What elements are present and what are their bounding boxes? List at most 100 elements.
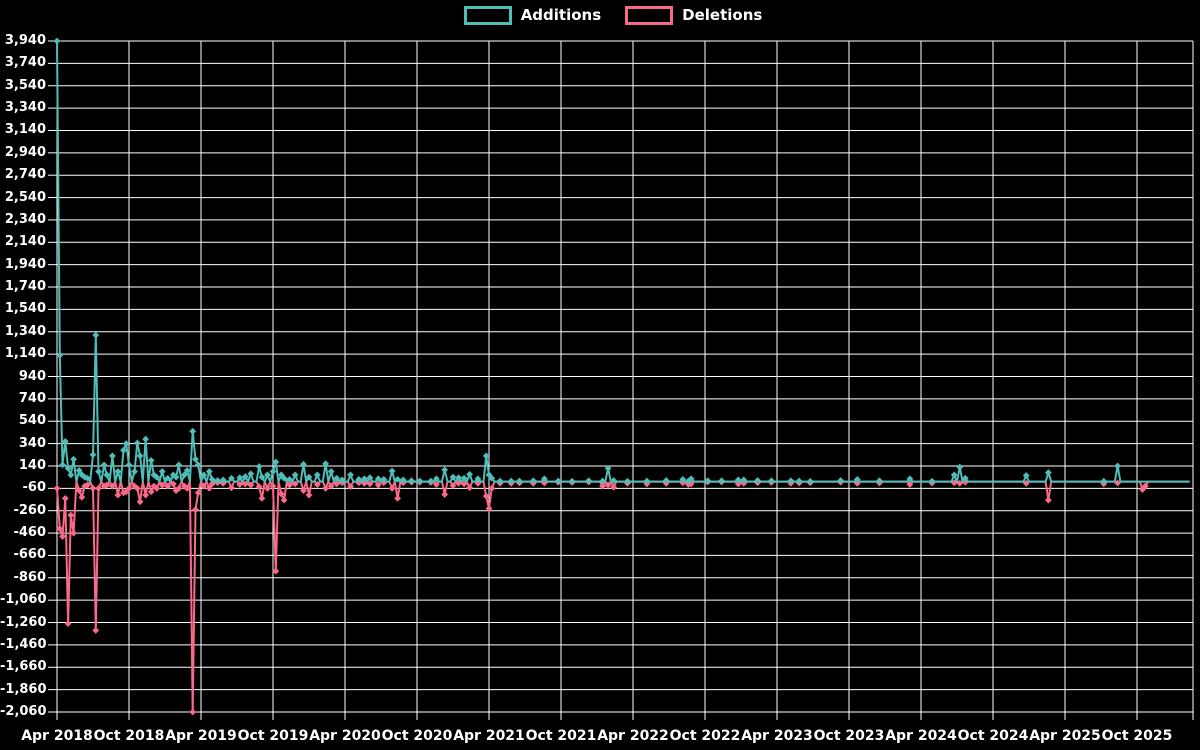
additions-point-marker[interactable] <box>956 463 964 471</box>
additions-point-marker[interactable] <box>540 475 548 483</box>
additions-point-marker[interactable] <box>300 460 307 468</box>
additions-point-marker[interactable] <box>837 477 845 484</box>
deletions-point-marker[interactable] <box>264 484 271 492</box>
deletions-point-marker[interactable] <box>136 498 144 506</box>
additions-point-marker[interactable] <box>380 475 388 483</box>
additions-point-marker[interactable] <box>214 477 222 484</box>
deletions-point-marker[interactable] <box>125 484 133 492</box>
additions-point-marker[interactable] <box>961 474 969 482</box>
deletions-point-marker[interactable] <box>280 496 288 504</box>
deletions-point-marker[interactable] <box>269 482 277 490</box>
additions-point-marker[interactable] <box>388 467 396 475</box>
deletions-point-marker[interactable] <box>333 480 341 488</box>
additions-point-marker[interactable] <box>228 474 235 482</box>
additions-point-marker[interactable] <box>269 468 277 475</box>
additions-point-marker[interactable] <box>272 458 280 466</box>
additions-point-marker[interactable] <box>333 474 341 482</box>
deletions-point-marker[interactable] <box>313 481 321 488</box>
additions-point-marker[interactable] <box>114 468 122 475</box>
additions-point-marker[interactable] <box>153 473 161 481</box>
deletions-point-marker[interactable] <box>164 482 172 490</box>
deletions-point-marker[interactable] <box>92 626 100 634</box>
additions-point-marker[interactable] <box>1022 472 1030 479</box>
additions-point-marker[interactable] <box>192 455 199 463</box>
additions-point-marker[interactable] <box>604 464 612 472</box>
additions-point-marker[interactable] <box>427 477 435 485</box>
additions-point-marker[interactable] <box>718 477 726 485</box>
deletions-point-marker[interactable] <box>394 494 402 502</box>
deletions-point-marker[interactable] <box>172 487 180 494</box>
deletions-point-marker[interactable] <box>1141 482 1149 490</box>
deletions-point-marker[interactable] <box>1139 486 1146 493</box>
deletions-point-marker[interactable] <box>272 567 280 575</box>
additions-point-marker[interactable] <box>78 471 86 479</box>
additions-point-marker[interactable] <box>247 470 255 478</box>
deletions-point-marker[interactable] <box>241 480 249 488</box>
additions-point-marker[interactable] <box>568 477 576 485</box>
deletions-point-marker[interactable] <box>64 620 72 628</box>
additions-point-marker[interactable] <box>59 461 66 469</box>
additions-point-marker[interactable] <box>92 331 100 339</box>
deletions-point-marker[interactable] <box>734 480 742 488</box>
additions-point-marker[interactable] <box>347 471 354 479</box>
deletions-line[interactable] <box>56 480 1190 713</box>
deletions-point-marker[interactable] <box>1044 496 1052 504</box>
deletions-point-marker[interactable] <box>56 525 64 532</box>
additions-point-marker[interactable] <box>286 475 294 483</box>
additions-point-marker[interactable] <box>56 351 64 359</box>
additions-line[interactable] <box>56 40 1190 483</box>
additions-point-marker[interactable] <box>131 468 138 475</box>
additions-point-marker[interactable] <box>687 475 695 483</box>
additions-point-marker[interactable] <box>189 427 197 435</box>
additions-point-marker[interactable] <box>100 461 108 469</box>
additions-point-marker[interactable] <box>366 474 374 482</box>
additions-point-marker[interactable] <box>322 460 330 468</box>
additions-point-marker[interactable] <box>507 477 515 485</box>
additions-point-marker[interactable] <box>408 477 415 485</box>
additions-point-marker[interactable] <box>200 471 208 479</box>
deletions-point-marker[interactable] <box>255 483 263 491</box>
additions-point-marker[interactable] <box>84 474 91 482</box>
deletions-point-marker[interactable] <box>374 481 382 489</box>
additions-point-marker[interactable] <box>853 475 861 483</box>
deletions-point-marker[interactable] <box>610 483 618 491</box>
additions-point-marker[interactable] <box>180 471 188 479</box>
deletions-point-marker[interactable] <box>300 487 307 494</box>
deletions-point-marker[interactable] <box>75 487 83 494</box>
deletions-point-marker[interactable] <box>142 491 150 499</box>
additions-point-marker[interactable] <box>460 474 468 482</box>
additions-point-marker[interactable] <box>928 477 936 485</box>
deletions-point-marker[interactable] <box>466 484 474 492</box>
additions-point-marker[interactable] <box>485 471 493 479</box>
deletions-point-marker[interactable] <box>449 482 457 489</box>
deletions-point-marker[interactable] <box>347 483 354 491</box>
deletions-point-marker[interactable] <box>147 488 155 496</box>
deletions-point-marker[interactable] <box>488 484 496 492</box>
deletions-point-marker[interactable] <box>59 533 66 540</box>
deletions-point-marker[interactable] <box>258 494 266 502</box>
additions-point-marker[interactable] <box>241 473 249 480</box>
deletions-point-marker[interactable] <box>277 490 285 498</box>
additions-point-marker[interactable] <box>255 463 263 470</box>
additions-point-marker[interactable] <box>360 475 368 483</box>
additions-point-marker[interactable] <box>67 471 75 479</box>
deletions-point-marker[interactable] <box>286 481 294 489</box>
additions-point-marker[interactable] <box>136 452 144 460</box>
additions-point-marker[interactable] <box>219 476 227 484</box>
legend-item-deletions[interactable]: Deletions <box>625 6 762 25</box>
legend-item-additions[interactable]: Additions <box>463 6 601 25</box>
additions-point-marker[interactable] <box>258 473 266 481</box>
additions-point-marker[interactable] <box>432 475 440 483</box>
additions-point-marker[interactable] <box>147 456 155 464</box>
additions-point-marker[interactable] <box>175 461 183 469</box>
additions-point-marker[interactable] <box>61 437 69 445</box>
deletions-point-marker[interactable] <box>322 484 330 492</box>
deletions-point-marker[interactable] <box>67 511 75 519</box>
deletions-point-marker[interactable] <box>366 480 374 488</box>
additions-point-marker[interactable] <box>125 461 133 469</box>
additions-point-marker[interactable] <box>643 477 651 485</box>
deletions-point-marker[interactable] <box>228 484 235 492</box>
additions-point-marker[interactable] <box>291 471 299 479</box>
deletions-point-marker[interactable] <box>78 493 86 501</box>
additions-point-marker[interactable] <box>208 475 216 483</box>
